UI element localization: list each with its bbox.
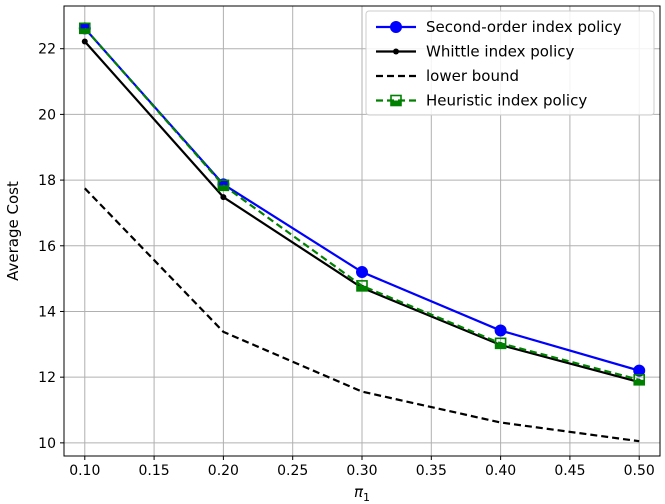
y-axis-label: Average Cost [4,181,22,281]
x-tick-label: 0.45 [554,463,585,479]
data-point-circle [356,266,368,279]
x-tick-label: 0.25 [277,463,308,479]
series-4 [78,22,646,386]
data-point-square [356,280,368,292]
legend: Second-order index policy Whittle index p… [365,10,655,116]
data-point-circle [633,364,646,377]
data-point-dot [81,38,88,45]
y-axis-ticks: 10 12 14 16 18 20 22 [38,42,64,452]
x-tick-label: 0.20 [208,463,239,479]
plot-frame [63,5,661,457]
marker-fill [357,285,367,291]
x-tick-label: 0.35 [416,463,447,479]
legend-label: Heuristic index policy [426,92,587,110]
x-tick-label: 0.40 [485,463,516,479]
x-axis-ticks: 0.10 0.15 0.20 0.25 0.30 0.35 0.40 0.45 0.50 [69,456,655,479]
y-tick-label: 22 [38,42,56,58]
y-tick-label: 16 [38,239,56,255]
data-point-circle [494,324,507,337]
legend-entry: Whittle index policy [376,43,575,61]
data-point-square [217,179,230,192]
y-tick-label: 12 [38,370,56,386]
legend-entry: lower bound [376,67,519,85]
marker-fill [391,100,401,106]
marker-fill [79,28,90,34]
x-axis-label-main: π [354,483,364,501]
legend-entry: Second-order index policy [376,18,622,36]
y-tick-label: 18 [38,173,56,189]
series-group [78,22,646,443]
data-point-dot [220,194,227,201]
y-tick-label: 20 [38,107,56,123]
marker-fill [634,379,645,385]
series-3 [83,187,640,443]
data-point-square [494,337,507,350]
series-line [83,187,640,443]
y-tick-label: 14 [38,304,56,320]
x-axis-label: π1 [354,483,370,504]
y-tick-label: 10 [38,436,56,452]
data-point-dot [393,48,399,55]
data-point-square [390,94,402,107]
legend-label: lower bound [426,67,519,85]
legend-box [365,10,655,116]
x-tick-label: 0.15 [139,463,170,479]
x-axis-label-subscript: 1 [363,491,370,504]
legend-entry: Heuristic index policy [376,92,587,110]
legend-label: Whittle index policy [426,43,575,61]
legend-label: Second-order index policy [426,18,622,36]
marker-fill [495,343,506,349]
x-tick-label: 0.50 [624,463,655,479]
marker-fill [218,185,229,191]
data-point-square [78,22,91,35]
x-tick-label: 0.10 [69,463,100,479]
x-tick-label: 0.30 [346,463,377,479]
data-point-square [633,373,646,386]
data-point-circle [390,21,402,33]
